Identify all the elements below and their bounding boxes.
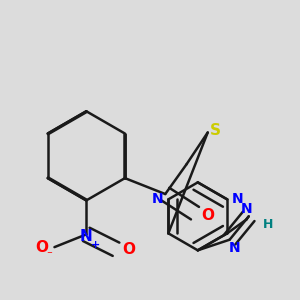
Text: O: O	[35, 240, 48, 255]
Text: N: N	[229, 241, 241, 255]
Text: N: N	[232, 192, 244, 206]
Text: S: S	[210, 123, 220, 138]
Text: O: O	[201, 208, 214, 223]
Text: N: N	[80, 229, 93, 244]
Text: O: O	[122, 242, 135, 257]
Text: ⁻: ⁻	[46, 250, 52, 261]
Text: +: +	[91, 240, 101, 250]
Text: N: N	[241, 202, 252, 216]
Text: N: N	[152, 192, 164, 206]
Text: H: H	[262, 218, 273, 231]
